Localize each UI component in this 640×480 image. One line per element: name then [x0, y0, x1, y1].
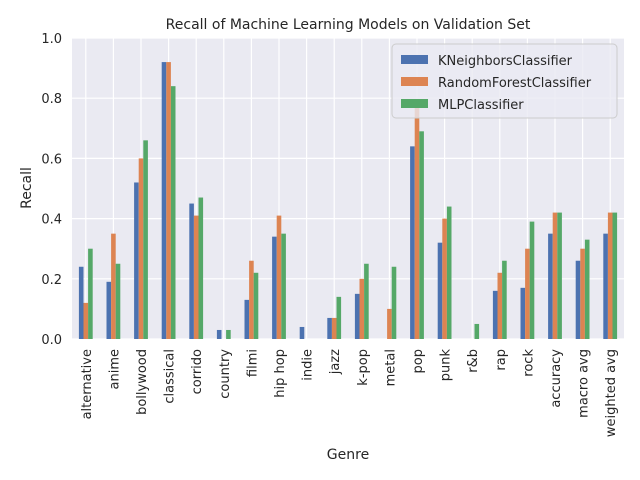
x-tick-label: corrido	[190, 349, 205, 394]
bar	[193, 215, 199, 339]
bar	[497, 272, 503, 339]
bars	[78, 62, 618, 340]
bar	[161, 62, 167, 340]
legend-box	[391, 43, 618, 119]
bar	[548, 233, 553, 339]
bar	[138, 158, 144, 339]
legend-swatch	[401, 77, 428, 86]
bar	[299, 326, 305, 339]
x-tick-label: metal	[383, 349, 398, 386]
bar	[391, 266, 397, 339]
bar	[253, 272, 259, 339]
bar	[336, 296, 342, 339]
x-tick-label: bollywood	[135, 349, 150, 415]
bar	[612, 212, 618, 339]
bar	[354, 293, 360, 339]
x-tick-label: macro avg	[577, 349, 592, 418]
bar	[244, 299, 250, 339]
bar	[525, 248, 530, 339]
bar	[83, 302, 89, 339]
x-tick-label: indie	[301, 349, 316, 381]
legend-label: RandomForestClassifier	[438, 76, 592, 91]
bar	[143, 140, 148, 339]
bar	[166, 62, 171, 340]
bar	[492, 290, 498, 339]
bar	[575, 260, 581, 339]
bar	[387, 308, 392, 339]
bar	[446, 206, 452, 339]
bar	[442, 218, 447, 339]
bar	[249, 260, 254, 339]
y-tick-label: 1.0	[41, 32, 62, 47]
x-tick-labels: alternative anime bollywood classical corrid…	[80, 349, 619, 438]
x-tick-label: alternative	[80, 349, 95, 419]
y-axis-label: Recall	[19, 167, 35, 209]
x-tick-label: rap	[494, 349, 509, 371]
bar	[88, 248, 93, 339]
bar	[359, 278, 365, 339]
y-tick-label: 0.2	[41, 273, 62, 288]
bar	[106, 281, 112, 339]
bar	[364, 263, 369, 339]
bar	[198, 197, 204, 339]
chart-title: Recall of Machine Learning Models on Val…	[166, 17, 531, 33]
bar	[580, 248, 585, 339]
bar	[474, 323, 480, 339]
x-tick-label: rock	[521, 349, 536, 377]
bar	[331, 317, 337, 339]
x-tick-label: jazz	[328, 349, 343, 375]
bar	[607, 212, 613, 339]
x-tick-label: hip hop	[273, 349, 288, 398]
bar	[226, 329, 231, 339]
x-tick-label: country	[218, 349, 233, 399]
bar	[216, 329, 222, 339]
y-tick-labels: 0.0 0.2 0.4 0.6 0.8 1.0	[41, 32, 62, 348]
legend-swatch	[401, 99, 428, 108]
x-tick-label: filmi	[245, 349, 260, 377]
bar	[170, 86, 176, 339]
y-tick-label: 0.4	[41, 213, 62, 228]
legend: KNeighborsClassifier RandomForestClassifi…	[391, 43, 618, 119]
bar	[134, 182, 139, 339]
bar	[189, 203, 194, 339]
bar	[414, 107, 420, 339]
legend-swatch	[401, 55, 428, 64]
bar	[437, 242, 443, 339]
bar	[584, 239, 590, 339]
bar	[419, 131, 424, 339]
bar	[603, 233, 608, 339]
bar	[327, 317, 332, 339]
y-tick-label: 0.6	[41, 152, 62, 167]
bar	[115, 263, 121, 339]
bar	[557, 212, 562, 339]
bar	[111, 233, 116, 339]
bar	[552, 212, 558, 339]
bar	[272, 236, 277, 339]
y-tick-label: 0.0	[41, 333, 62, 348]
legend-label: KNeighborsClassifier	[438, 54, 573, 69]
bar	[410, 146, 415, 339]
x-axis-label: Genre	[327, 447, 369, 463]
x-tick-label: weighted avg	[604, 349, 619, 437]
x-tick-label: accuracy	[549, 349, 564, 408]
y-tick-label: 0.8	[41, 92, 62, 107]
bar	[529, 221, 535, 339]
bar	[276, 215, 282, 339]
x-tick-label: k-pop	[356, 349, 371, 386]
x-tick-label: anime	[107, 349, 122, 389]
bar	[502, 260, 507, 339]
x-tick-label: r&b	[466, 349, 481, 373]
bar	[520, 287, 526, 339]
x-tick-label: classical	[163, 349, 178, 404]
bar	[78, 266, 84, 339]
bar	[281, 233, 286, 339]
x-tick-label: pop	[411, 349, 426, 373]
legend-label: MLPClassifier	[438, 98, 524, 113]
x-tick-label: punk	[439, 349, 454, 382]
